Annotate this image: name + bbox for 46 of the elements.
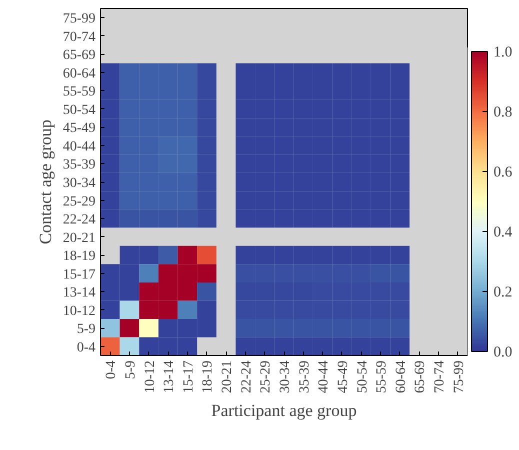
y-tick-label: 13-14	[62, 286, 96, 301]
y-tick-label: 5-9	[76, 322, 96, 338]
color-bar-label: 0.2	[494, 284, 512, 300]
color-bar-label: 0.6	[494, 164, 513, 180]
x-tick-label: 20-21	[220, 360, 236, 394]
x-tick-label: 60-64	[394, 360, 409, 394]
x-tick-label: 75-99	[452, 360, 467, 394]
color-bar-label: 0.0	[494, 344, 512, 360]
x-tick-label: 5-9	[123, 360, 138, 380]
x-tick-label: 30-34	[278, 360, 293, 394]
x-tick-label: 18-19	[200, 360, 216, 394]
y-tick-label: 55-59	[62, 84, 96, 100]
y-tick-label: 60-64	[62, 66, 96, 82]
y-tick-label: 45-49	[62, 121, 96, 136]
y-tick-label: 0-4	[76, 340, 96, 356]
x-tick-label: 40-44	[316, 360, 332, 394]
y-tick-label: 15-17	[62, 267, 96, 282]
x-tick-label: 22-24	[239, 360, 254, 394]
y-axis-title: Contact age group	[36, 120, 55, 244]
x-tick-label: 0-4	[104, 360, 120, 380]
y-tick-label: 25-29	[62, 194, 96, 210]
y-tick-label: 35-39	[62, 158, 96, 173]
y-tick-label: 22-24	[62, 212, 96, 228]
y-tick-label: 30-34	[62, 176, 96, 191]
x-tick-label: 65-69	[413, 360, 428, 394]
y-tick-label: 70-74	[62, 30, 96, 45]
y-tick-label: 50-54	[62, 102, 96, 118]
y-tick-label: 18-19	[62, 249, 96, 264]
color-bar-label: 0.4	[494, 224, 513, 240]
x-tick-label: 55-59	[374, 360, 390, 394]
color-bar-label: 0.8	[494, 104, 512, 120]
y-tick-label: 20-21	[62, 230, 96, 246]
color-bar-label: 1.0	[494, 44, 512, 60]
y-tick-label: 75-99	[62, 12, 96, 27]
x-tick-label: 45-49	[336, 360, 351, 394]
y-tick-label: 10-12	[62, 304, 96, 319]
x-tick-label: 70-74	[432, 360, 448, 394]
x-tick-label: 13-14	[162, 360, 178, 394]
y-tick-label: 65-69	[62, 48, 96, 64]
x-tick-label: 15-17	[181, 360, 196, 394]
x-tick-label: 25-29	[258, 360, 274, 394]
x-tick-label: 50-54	[355, 360, 370, 394]
y-tick-label: 40-44	[62, 139, 96, 154]
x-tick-label: 35-39	[297, 360, 312, 394]
x-tick-label: 10-12	[142, 360, 158, 394]
x-axis-title: Participant age group	[211, 401, 357, 420]
